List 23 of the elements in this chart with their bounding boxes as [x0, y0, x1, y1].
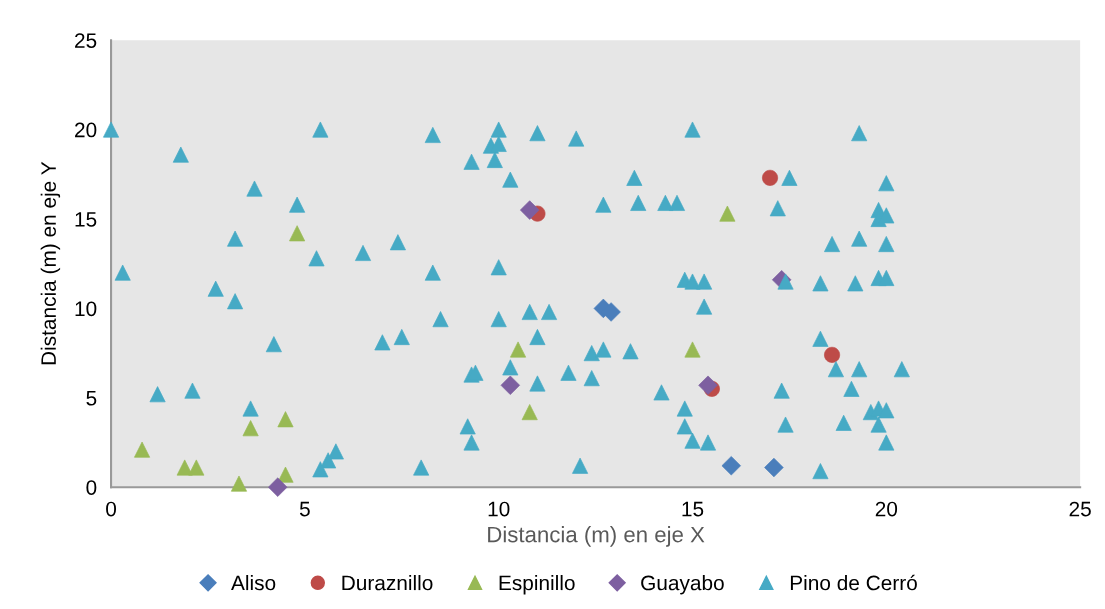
x-tick-label: 25 — [1069, 501, 1091, 517]
legend-label: Aliso — [231, 575, 276, 591]
legend-label: Espinillo — [499, 575, 575, 595]
x-tick-label: 10 — [488, 501, 510, 517]
y-tick-label: 15 — [75, 212, 97, 227]
y-tick-label: 10 — [75, 301, 97, 317]
y-tick-label: 0 — [86, 480, 97, 495]
legend-label: Duraznillo — [342, 575, 433, 591]
legend-label: Pino de Cerró — [790, 574, 917, 591]
x-tick-label: 15 — [682, 501, 704, 517]
y-axis-title: Distancia (m) en eje Y — [40, 161, 61, 365]
point — [698, 375, 718, 395]
x-tick-label: 20 — [875, 501, 898, 517]
y-tick-label: 25 — [75, 33, 97, 48]
x-tick-label: 5 — [299, 501, 310, 517]
point — [521, 404, 538, 421]
y-tick-label: 5 — [86, 391, 97, 406]
x-axis-title: Distancia (m) en eje X — [488, 526, 705, 547]
x-tick-label: 0 — [106, 501, 117, 517]
legend-label: Guayabo — [641, 575, 724, 595]
y-tick-label: 20 — [75, 122, 97, 138]
point — [242, 420, 259, 437]
point — [289, 225, 306, 242]
